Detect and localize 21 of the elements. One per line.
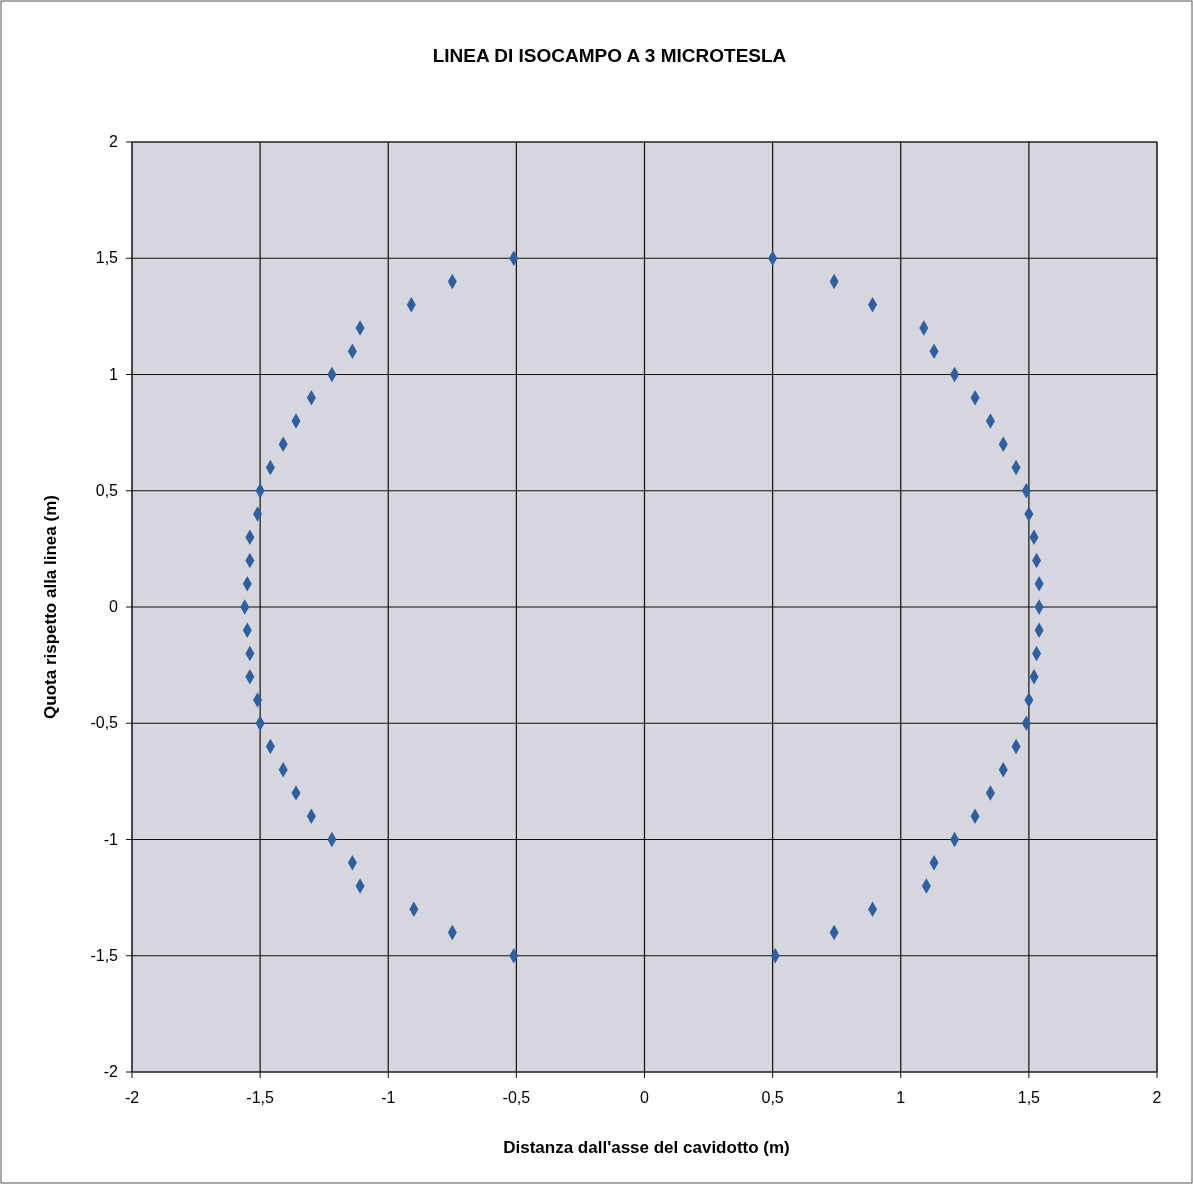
y-tick-label: 0 (109, 598, 119, 615)
y-tick-label: -0,5 (90, 714, 119, 732)
x-tick-label: 0 (640, 1089, 650, 1106)
y-tick-label: -2 (103, 1063, 119, 1080)
x-tick-label: -2 (124, 1089, 140, 1106)
y-tick-label: -1,5 (90, 946, 119, 964)
y-tick-label: -1 (103, 830, 119, 848)
x-tick-label: 0,5 (761, 1089, 784, 1106)
y-tick-label: 1 (109, 365, 119, 383)
chart-title: LINEA DI ISOCAMPO A 3 MICROTESLA (432, 45, 787, 66)
y-axis-title: Quota rispetto alla linea (m) (41, 495, 60, 719)
x-tick-label: -0,5 (502, 1089, 531, 1106)
x-tick-label: 1,5 (1017, 1089, 1041, 1106)
y-tick-label: 0,5 (95, 481, 119, 499)
x-tick-label: -1,5 (246, 1089, 275, 1106)
x-tick-label: 2 (1152, 1089, 1162, 1106)
x-tick-label: 1 (896, 1089, 906, 1106)
x-tick-label: -1 (381, 1089, 396, 1106)
y-tick-label: 2 (109, 133, 119, 150)
y-tick-label: 1,5 (95, 249, 119, 267)
x-axis-title: Distanza dall'asse del cavidotto (m) (503, 1138, 790, 1157)
